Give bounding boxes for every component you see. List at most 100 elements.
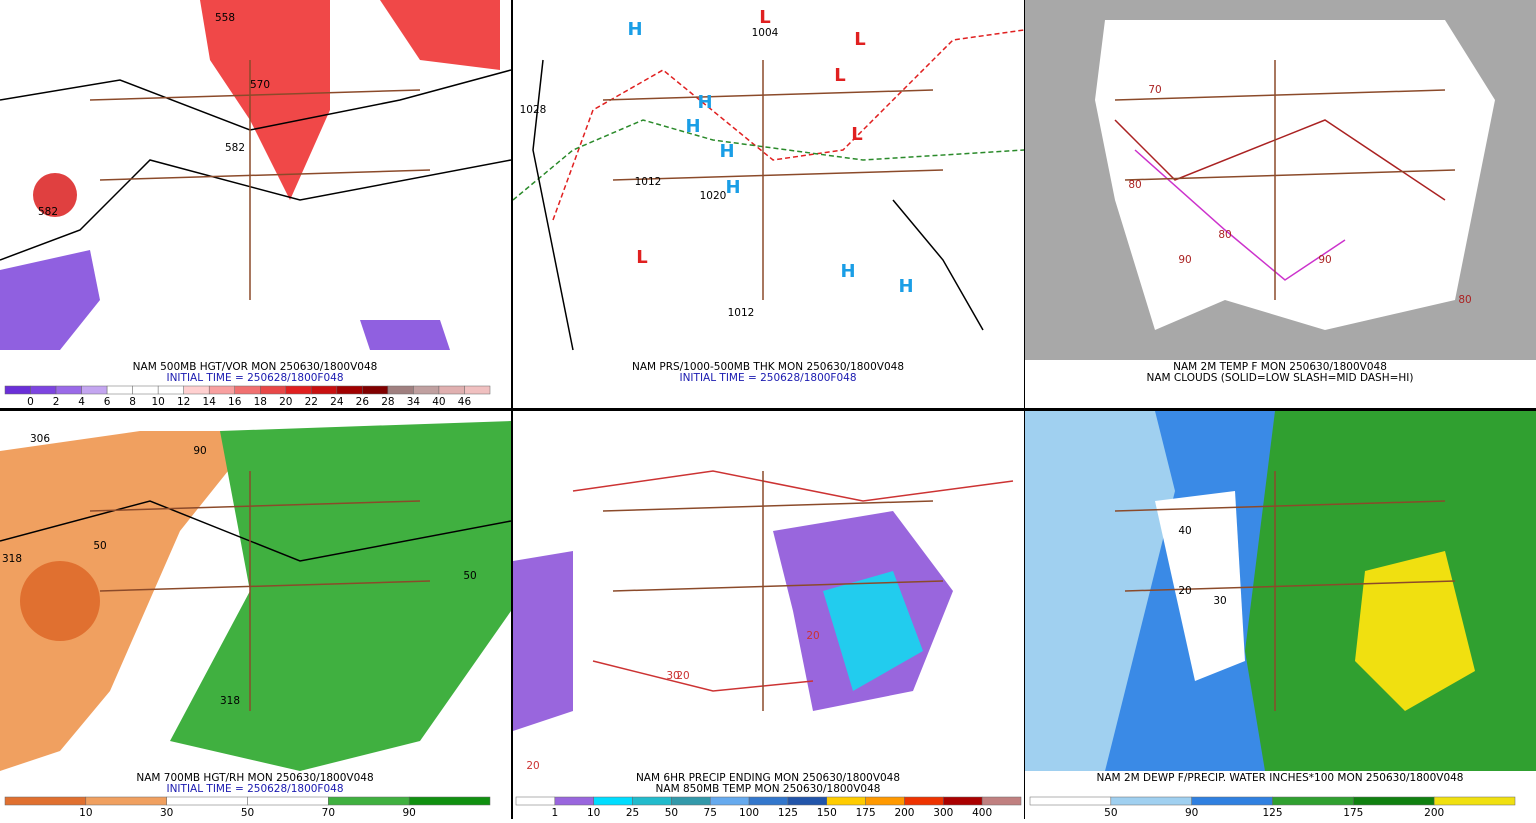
- map-label: 80: [1458, 294, 1471, 306]
- colorbar-swatch: [709, 796, 750, 806]
- map-shape: [33, 173, 77, 217]
- contour: [1114, 119, 1446, 201]
- colorbar-swatch: [515, 796, 556, 806]
- contour: [0, 159, 512, 261]
- map-label: 80: [1218, 229, 1231, 241]
- caption: NAM 500MB HGT/VOR MON 250630/1800V048: [133, 361, 378, 373]
- contour: [99, 169, 431, 181]
- colorbar-swatch: [1110, 796, 1192, 806]
- colorbar-swatch: [260, 385, 287, 395]
- map-shape: [200, 0, 330, 200]
- map-shape: [1355, 551, 1475, 711]
- contour: [1114, 89, 1446, 101]
- colorbar-label: 150: [817, 807, 837, 819]
- colorbar-swatch: [408, 796, 491, 806]
- colorbar-swatch: [30, 385, 57, 395]
- colorbar-label: 25: [626, 807, 639, 819]
- map-label: L: [854, 29, 865, 50]
- contour: [1124, 580, 1456, 592]
- colorbar-swatch: [632, 796, 672, 806]
- contour: [1114, 500, 1446, 512]
- map-shape: [513, 551, 573, 731]
- colorbar-label: 70: [322, 807, 335, 819]
- colorbar-swatch: [826, 796, 866, 806]
- colorbar-label: 40: [432, 396, 445, 408]
- colorbar-swatch: [362, 385, 389, 395]
- map-figure: 306 318 50 90 50 318 NAM 700MB HGT/RH MON 2506…: [0, 421, 512, 819]
- colorbar-label: 300: [933, 807, 953, 819]
- contour: [612, 169, 944, 181]
- colorbar-label: 50: [1104, 807, 1117, 819]
- map-label: H: [685, 116, 700, 137]
- colorbar-swatch: [438, 385, 465, 395]
- map-figure: 20 30 40 NAM 2M DEWP F/PRECIP. WATER INCHES…: [1025, 411, 1536, 819]
- colorbar-swatch: [4, 796, 87, 806]
- contour: [572, 470, 1014, 502]
- colorbar-swatch: [748, 796, 789, 806]
- colorbar-label: 30: [160, 807, 173, 819]
- colorbar-label: 24: [330, 396, 344, 408]
- map-label: 20: [676, 670, 689, 682]
- colorbar-swatch: [247, 796, 329, 806]
- colorbar-label: 90: [402, 807, 415, 819]
- contour: [602, 500, 934, 512]
- colorbar-label: 10: [151, 396, 164, 408]
- map-panel: 558 570 582 582 NAM 500MB HGT/VOR MON 250630…: [0, 0, 512, 408]
- map-label: H: [898, 276, 913, 297]
- colorbar-label: 50: [665, 807, 678, 819]
- map-area: [0, 0, 512, 350]
- contour: [89, 500, 421, 512]
- map-area: [513, 470, 1014, 731]
- colorbar-label: 100: [739, 807, 759, 819]
- colorbar-label: 200: [894, 807, 914, 819]
- contour: [592, 660, 814, 692]
- colorbar-label: 16: [228, 396, 242, 408]
- map-label: H: [627, 19, 642, 40]
- colorbar-label: 90: [1185, 807, 1198, 819]
- caption: NAM PRS/1000-500MB THK MON 250630/1800V0…: [632, 361, 904, 373]
- colorbar-label: 10: [587, 807, 600, 819]
- colorbar-label: 28: [381, 396, 394, 408]
- map-label: L: [834, 65, 845, 86]
- colorbar-swatch: [106, 385, 133, 395]
- map-label: H: [725, 177, 740, 198]
- colorbar-swatch: [336, 385, 363, 395]
- map-figure: 558 570 582 582 NAM 500MB HGT/VOR MON 250630…: [0, 0, 512, 408]
- colorbar-label: 10: [79, 807, 92, 819]
- map-panel: 20 30 40 NAM 2M DEWP F/PRECIP. WATER INCHES…: [1025, 411, 1536, 819]
- map-label: 582: [38, 206, 58, 218]
- map-label: 20: [806, 630, 819, 642]
- colorbar-swatch: [904, 796, 944, 806]
- contour: [0, 500, 512, 562]
- map-label: L: [759, 7, 770, 28]
- map-shape: [1025, 411, 1175, 771]
- colorbar-swatch: [865, 796, 905, 806]
- contour: [89, 89, 421, 101]
- colorbar-label: 18: [254, 396, 267, 408]
- caption: NAM 700MB HGT/RH MON 250630/1800V048: [136, 772, 373, 784]
- colorbar-swatch: [85, 796, 167, 806]
- map-label: 50: [463, 570, 476, 582]
- colorbar-label: 22: [305, 396, 318, 408]
- colorbar-swatch: [981, 796, 1022, 806]
- map-label: H: [719, 141, 734, 162]
- colorbar-swatch: [943, 796, 983, 806]
- map-shape: [0, 250, 100, 350]
- colorbar-label: 34: [407, 396, 421, 408]
- map-area: [1025, 411, 1536, 771]
- map-area: [512, 29, 1025, 351]
- caption: NAM CLOUDS (SOLID=LOW SLASH=MID DASH=HI): [1146, 372, 1413, 384]
- caption: INITIAL TIME = 250628/1800F048: [166, 783, 343, 795]
- map-label: 1012: [728, 307, 755, 319]
- colorbar-swatch: [1433, 796, 1516, 806]
- map-label: 570: [250, 79, 270, 91]
- map-label: 1012: [635, 176, 662, 188]
- colorbar-swatch: [55, 385, 82, 395]
- colorbar-label: 2: [53, 396, 60, 408]
- caption: NAM 2M DEWP F/PRECIP. WATER INCHES*100 M…: [1097, 772, 1464, 784]
- map-label: 318: [2, 553, 22, 565]
- colorbar-swatch: [1191, 796, 1273, 806]
- map-label: 80: [1128, 179, 1141, 191]
